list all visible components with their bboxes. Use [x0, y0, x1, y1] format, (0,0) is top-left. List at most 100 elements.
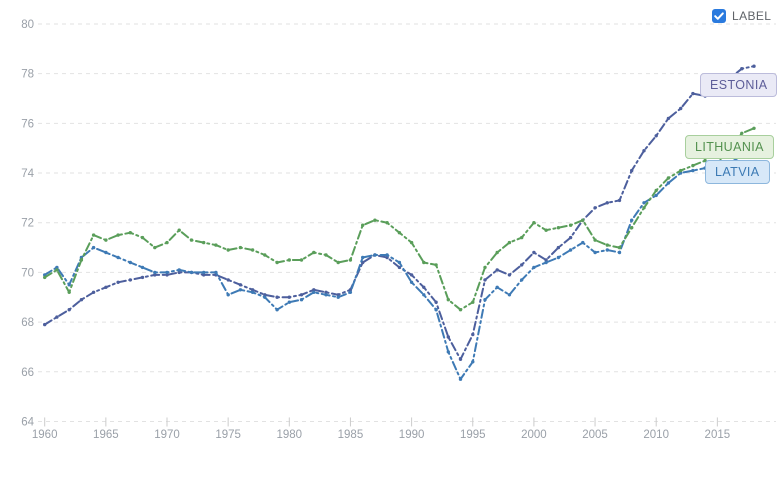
data-point-latvia	[581, 240, 585, 245]
data-point-estonia	[409, 273, 414, 277]
data-point-latvia	[67, 283, 71, 287]
data-point-estonia	[740, 67, 744, 71]
data-point-latvia	[361, 255, 365, 260]
data-point-lithuania	[312, 250, 316, 255]
series-label-lithuania[interactable]: LITHUANIA	[685, 135, 774, 159]
data-point-estonia	[165, 273, 169, 277]
label-checkbox-checked[interactable]	[712, 9, 726, 23]
x-axis-tick-label: 1980	[277, 429, 303, 441]
data-point-estonia	[679, 106, 683, 111]
data-point-latvia	[568, 248, 573, 252]
data-point-latvia	[299, 298, 304, 302]
data-point-latvia	[238, 288, 243, 292]
data-point-latvia	[397, 260, 402, 265]
data-point-estonia	[544, 258, 548, 262]
data-point-lithuania	[153, 245, 157, 250]
data-point-latvia	[422, 293, 426, 297]
data-point-latvia	[666, 181, 671, 185]
x-axis-tick-label: 1965	[93, 429, 119, 441]
y-axis-tick-label: 76	[21, 118, 34, 130]
data-point-lithuania	[373, 218, 377, 222]
data-point-latvia	[189, 270, 194, 275]
data-point-lithuania	[275, 260, 279, 265]
data-point-latvia	[446, 350, 450, 354]
data-point-latvia	[495, 285, 499, 289]
data-point-latvia	[287, 300, 291, 304]
data-point-estonia	[495, 268, 499, 272]
data-point-lithuania	[348, 258, 353, 262]
series-line-estonia[interactable]	[43, 65, 755, 361]
data-point-latvia	[630, 218, 634, 222]
data-point-estonia	[471, 332, 475, 337]
y-axis-tick-label: 70	[21, 267, 34, 279]
data-point-estonia	[617, 198, 622, 203]
data-point-latvia	[214, 270, 218, 275]
data-point-estonia	[104, 285, 108, 289]
data-point-lithuania	[397, 231, 402, 235]
data-point-lithuania	[104, 238, 108, 242]
data-point-latvia	[128, 260, 132, 265]
data-point-estonia	[55, 315, 59, 319]
checkmark-icon	[712, 9, 726, 23]
data-point-lithuania	[532, 221, 536, 225]
data-point-estonia	[336, 293, 340, 297]
data-point-estonia	[177, 270, 181, 275]
y-axis-tick-label: 68	[21, 317, 34, 329]
data-point-lithuania	[250, 248, 255, 252]
data-point-latvia	[104, 250, 108, 255]
x-axis-tick-label: 1990	[399, 429, 425, 441]
data-point-lithuania	[287, 258, 291, 262]
data-point-latvia	[483, 298, 487, 302]
x-axis-tick-label: 1995	[460, 429, 486, 441]
data-point-latvia	[348, 290, 353, 294]
data-point-latvia	[177, 268, 181, 272]
label-toggle[interactable]: LABEL	[712, 9, 771, 23]
y-axis-tick-label: 66	[21, 367, 34, 379]
data-point-estonia	[116, 280, 120, 284]
data-point-estonia	[422, 285, 426, 289]
data-point-estonia	[250, 288, 255, 292]
data-point-latvia	[373, 253, 377, 257]
data-point-latvia	[165, 270, 169, 275]
data-point-latvia	[91, 245, 96, 250]
data-point-lithuania	[361, 223, 365, 227]
data-point-estonia	[520, 263, 524, 267]
data-point-estonia	[79, 298, 84, 302]
series-label-latvia[interactable]: LATVIA	[705, 160, 770, 184]
data-point-lithuania	[556, 226, 561, 230]
label-checkbox-text: LABEL	[732, 9, 772, 23]
data-point-latvia	[532, 265, 536, 270]
x-axis-tick-label: 2015	[705, 429, 731, 441]
data-point-estonia	[642, 149, 646, 153]
y-axis-tick-label: 64	[21, 416, 34, 428]
x-axis-tick-label: 2000	[521, 429, 547, 441]
data-point-estonia	[556, 245, 561, 250]
data-point-latvia	[434, 308, 438, 312]
data-point-latvia	[250, 290, 255, 294]
data-point-lithuania	[581, 218, 585, 222]
data-point-latvia	[385, 253, 389, 257]
data-point-estonia	[238, 283, 243, 287]
data-point-estonia	[434, 300, 438, 304]
data-point-lithuania	[202, 240, 206, 245]
data-point-lithuania	[495, 250, 499, 255]
data-point-lithuania	[299, 258, 304, 262]
data-point-lithuania	[324, 253, 328, 257]
data-point-lithuania	[544, 228, 548, 232]
data-point-estonia	[397, 265, 402, 270]
data-point-lithuania	[55, 268, 59, 272]
series-line-lithuania[interactable]	[43, 127, 755, 311]
series-label-estonia[interactable]: ESTONIA	[700, 73, 778, 97]
data-point-lithuania	[507, 240, 512, 245]
data-point-lithuania	[79, 258, 84, 262]
data-point-lithuania	[434, 263, 438, 267]
data-point-estonia	[226, 278, 230, 282]
data-point-lithuania	[593, 238, 597, 242]
data-point-estonia	[483, 278, 487, 282]
data-point-latvia	[654, 193, 658, 198]
y-axis-tick-label: 74	[21, 168, 34, 180]
data-point-estonia	[275, 295, 279, 299]
data-point-latvia	[544, 260, 548, 265]
